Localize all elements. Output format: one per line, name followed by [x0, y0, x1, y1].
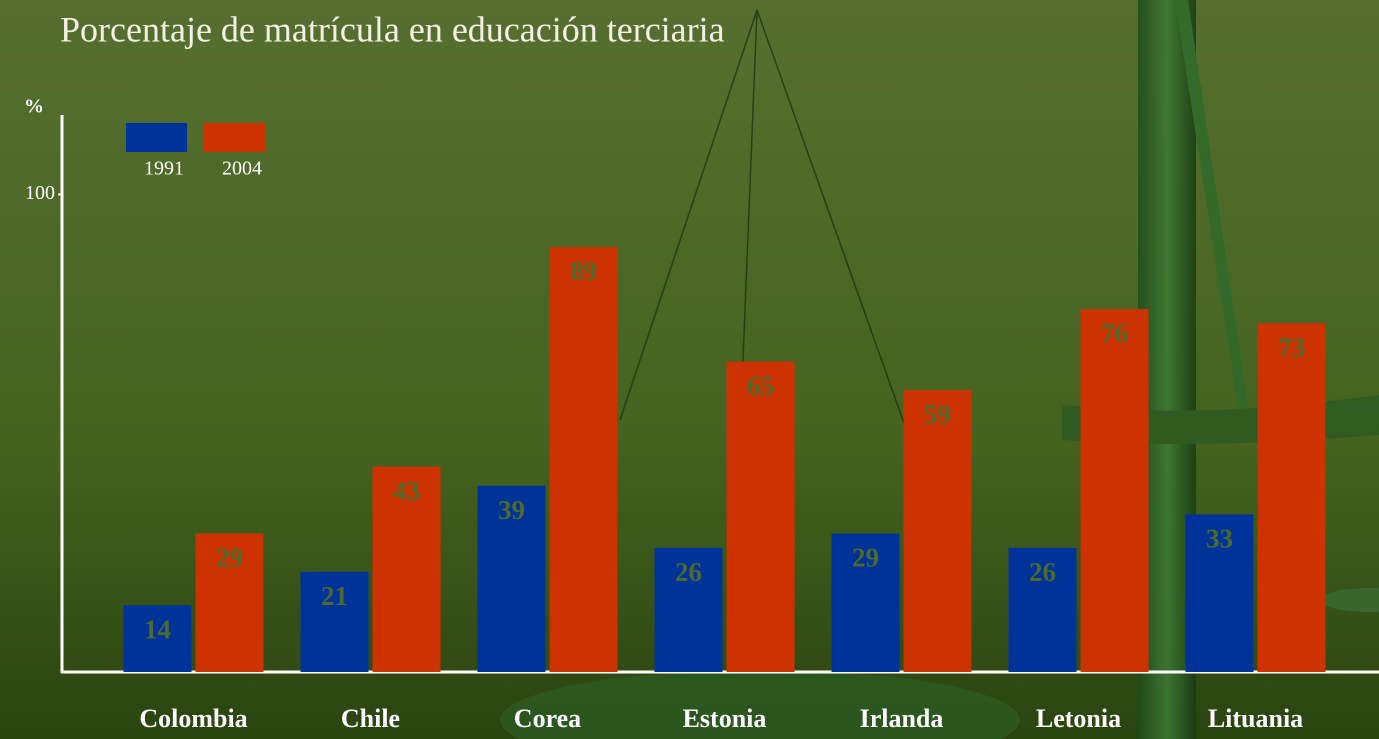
bar — [123, 605, 192, 672]
bar — [549, 246, 618, 672]
value-label: 26 — [675, 557, 702, 587]
legend-swatch — [126, 123, 187, 152]
value-label: 26 — [1029, 557, 1056, 587]
legend-swatch — [204, 123, 265, 152]
value-label: 29 — [852, 543, 879, 573]
bar — [654, 547, 723, 672]
value-label: 29 — [216, 543, 243, 573]
x-tick-label: Irlanda — [860, 704, 944, 733]
x-tick-label: Colombia — [139, 704, 247, 733]
value-label: 59 — [924, 399, 951, 429]
bar — [1080, 309, 1149, 672]
value-label: 39 — [498, 495, 525, 525]
value-label: 65 — [747, 371, 774, 401]
value-label: 43 — [393, 476, 420, 506]
bar — [1257, 323, 1326, 672]
legend-label: 2004 — [222, 158, 262, 180]
value-label: 14 — [144, 614, 171, 644]
value-label: 33 — [1206, 524, 1233, 554]
legend-label: 1991 — [144, 158, 184, 180]
bar — [195, 533, 264, 672]
value-label: 73 — [1278, 333, 1305, 363]
bar — [477, 485, 546, 672]
decor-scale — [500, 0, 1379, 739]
value-label: 89 — [570, 256, 597, 286]
bar — [372, 466, 441, 672]
value-label: 21 — [321, 581, 348, 611]
bar — [1008, 547, 1077, 672]
x-tick-label: Letonia — [1036, 704, 1121, 733]
x-tick-label: Estonia — [683, 704, 767, 733]
value-label: 76 — [1101, 318, 1128, 348]
chart-title: Porcentaje de matrícula en educación ter… — [60, 9, 725, 49]
bar — [300, 571, 369, 672]
y-tick-label: 100 — [25, 182, 55, 204]
x-tick-label: Chile — [341, 704, 400, 733]
x-tick-label: Lituania — [1208, 704, 1303, 733]
bar — [903, 390, 972, 672]
bar — [1185, 514, 1254, 672]
bar — [726, 361, 795, 672]
x-tick-label: Corea — [514, 704, 581, 733]
y-axis-label: % — [24, 96, 44, 118]
bar — [831, 533, 900, 672]
